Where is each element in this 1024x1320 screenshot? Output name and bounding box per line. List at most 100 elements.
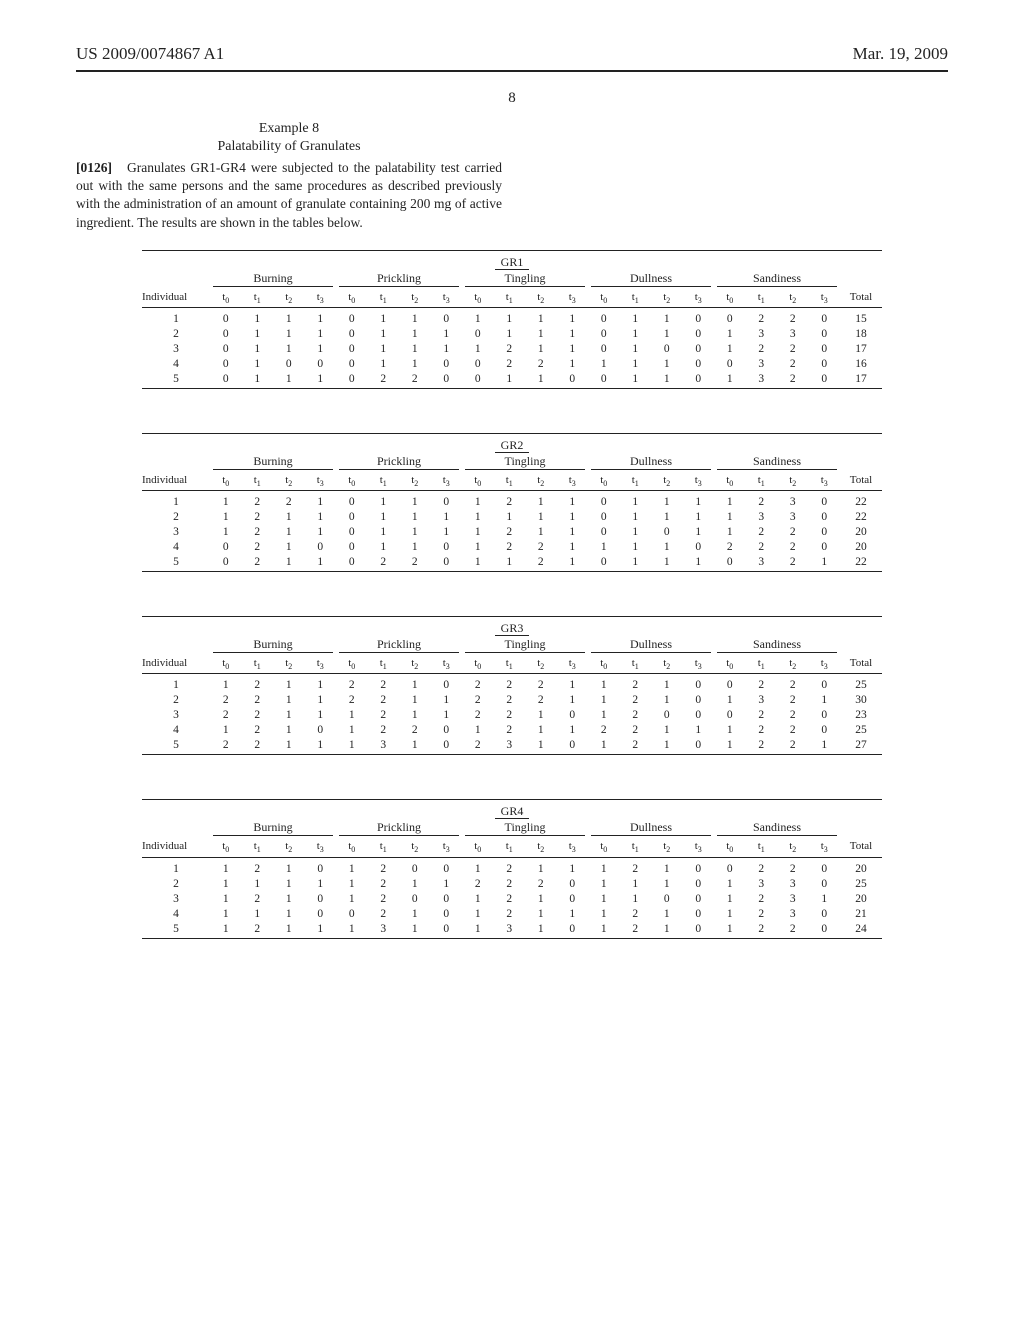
cell-value: 1 [368, 328, 400, 340]
cell-value: 0 [588, 496, 620, 508]
cell-value: 1 [588, 893, 620, 905]
col-time: t3 [557, 657, 589, 671]
cell-value: 2 [777, 709, 809, 721]
cell-value: 1 [620, 496, 652, 508]
cell-value: 0 [462, 328, 494, 340]
cell-value: 1 [273, 739, 305, 751]
col-total: Total [840, 657, 882, 671]
cell-value: 2 [368, 679, 400, 691]
cell-value: 1 [242, 313, 274, 325]
col-time: t2 [273, 474, 305, 488]
cell-value: 2 [210, 694, 242, 706]
col-time: t3 [683, 291, 715, 305]
cell-value: 0 [336, 908, 368, 920]
cell-value: 1 [714, 496, 746, 508]
cell-value: 1 [714, 893, 746, 905]
cell-value: 1 [525, 863, 557, 875]
cell-value: 0 [431, 724, 463, 736]
cell-value: 1 [462, 556, 494, 568]
cell-value: 1 [305, 343, 337, 355]
cell-value: 2 [242, 923, 274, 935]
cell-value: 2 [525, 358, 557, 370]
col-time: t1 [620, 657, 652, 671]
cell-value: 1 [494, 511, 526, 523]
cell-value: 2 [494, 724, 526, 736]
col-time: t1 [242, 657, 274, 671]
cell-total: 23 [840, 709, 882, 721]
cell-value: 0 [588, 343, 620, 355]
col-time: t3 [431, 474, 463, 488]
cell-value: 0 [588, 328, 620, 340]
cell-value: 2 [494, 694, 526, 706]
patent-date: Mar. 19, 2009 [853, 44, 948, 64]
cell-value: 2 [399, 373, 431, 385]
cell-value: 2 [368, 556, 400, 568]
col-total: Total [840, 474, 882, 488]
cell-individual: 1 [142, 496, 210, 508]
cell-value: 1 [368, 511, 400, 523]
cell-value: 0 [336, 526, 368, 538]
cell-value: 1 [273, 526, 305, 538]
col-time: t3 [809, 474, 841, 488]
group-header: Burning [213, 271, 333, 287]
cell-value: 2 [494, 496, 526, 508]
group-header: Prickling [339, 271, 459, 287]
col-time: t2 [651, 657, 683, 671]
cell-individual: 4 [142, 541, 210, 553]
col-time: t1 [746, 474, 778, 488]
cell-value: 0 [809, 526, 841, 538]
cell-value: 1 [651, 496, 683, 508]
cell-value: 2 [777, 923, 809, 935]
group-header: Burning [213, 820, 333, 836]
group-header: Tingling [465, 820, 585, 836]
cell-individual: 5 [142, 373, 210, 385]
cell-value: 1 [714, 511, 746, 523]
cell-value: 1 [305, 526, 337, 538]
column-header-row: Individualt0t1t2t3t0t1t2t3t0t1t2t3t0t1t2… [142, 840, 882, 857]
cell-value: 1 [557, 328, 589, 340]
cell-value: 0 [336, 373, 368, 385]
example-title: Example 8 [76, 121, 502, 137]
cell-value: 1 [651, 694, 683, 706]
table-gr1: GR1BurningPricklingTinglingDullnessSandi… [142, 250, 882, 389]
col-time: t0 [462, 657, 494, 671]
cell-value: 2 [620, 908, 652, 920]
col-time: t2 [525, 840, 557, 854]
cell-value: 1 [651, 923, 683, 935]
cell-individual: 1 [142, 679, 210, 691]
col-time: t1 [746, 291, 778, 305]
col-time: t2 [525, 657, 557, 671]
cell-value: 0 [336, 496, 368, 508]
cell-value: 0 [809, 358, 841, 370]
cell-value: 1 [399, 541, 431, 553]
table-row: 41210122012112211122025 [142, 721, 882, 736]
cell-value: 3 [777, 893, 809, 905]
col-time: t0 [588, 474, 620, 488]
cell-value: 1 [620, 511, 652, 523]
cell-value: 2 [777, 358, 809, 370]
cell-value: 1 [557, 694, 589, 706]
cell-value: 0 [336, 358, 368, 370]
cell-total: 25 [840, 878, 882, 890]
paragraph-text: Granulates GR1-GR4 were subjected to the… [76, 160, 502, 230]
group-header: Sandiness [717, 271, 837, 287]
cell-value: 0 [305, 908, 337, 920]
table-row: 40100011002211110032016 [142, 355, 882, 370]
cell-value: 1 [399, 739, 431, 751]
cell-value: 2 [525, 541, 557, 553]
cell-value: 0 [588, 373, 620, 385]
cell-value: 1 [588, 541, 620, 553]
cell-total: 18 [840, 328, 882, 340]
cell-value: 1 [557, 343, 589, 355]
cell-individual: 5 [142, 556, 210, 568]
cell-value: 1 [683, 511, 715, 523]
col-time: t3 [809, 840, 841, 854]
cell-value: 1 [462, 313, 494, 325]
col-time: t0 [714, 840, 746, 854]
cell-value: 3 [777, 878, 809, 890]
cell-value: 0 [651, 526, 683, 538]
cell-total: 20 [840, 526, 882, 538]
col-time: t2 [273, 291, 305, 305]
cell-value: 0 [462, 358, 494, 370]
cell-value: 1 [620, 541, 652, 553]
